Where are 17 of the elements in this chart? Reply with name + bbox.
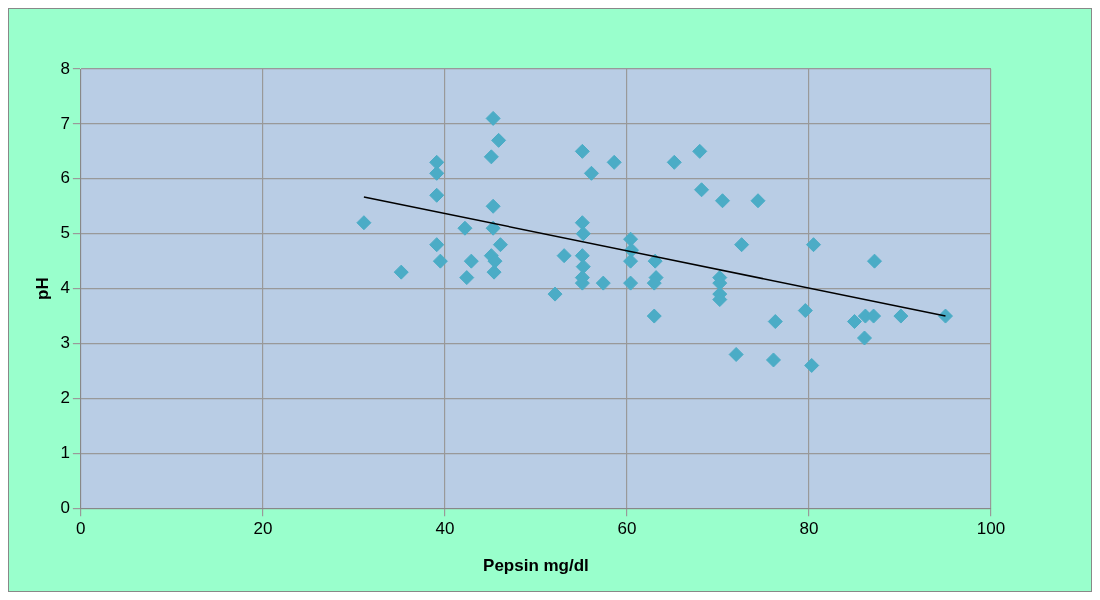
y-tick-label: 3 xyxy=(60,333,70,353)
x-tick-label: 100 xyxy=(976,519,1006,539)
y-axis-title: pH xyxy=(32,277,52,300)
y-tick-label: 0 xyxy=(60,497,70,517)
y-tick-label: 1 xyxy=(60,442,70,462)
y-tick-label: 8 xyxy=(60,58,70,78)
x-axis-title: Pepsin mg/dl xyxy=(483,556,589,576)
y-tick-label: 2 xyxy=(60,388,70,408)
y-tick-label: 4 xyxy=(60,278,70,298)
y-tick-label: 6 xyxy=(60,168,70,188)
x-tick-label: 20 xyxy=(253,519,273,539)
x-tick-label: 60 xyxy=(617,519,637,539)
x-tick-label: 0 xyxy=(76,519,86,539)
y-tick-label: 7 xyxy=(60,113,70,133)
y-tick-label: 5 xyxy=(60,223,70,243)
x-tick-label: 80 xyxy=(799,519,819,539)
x-tick-label: 40 xyxy=(435,519,455,539)
